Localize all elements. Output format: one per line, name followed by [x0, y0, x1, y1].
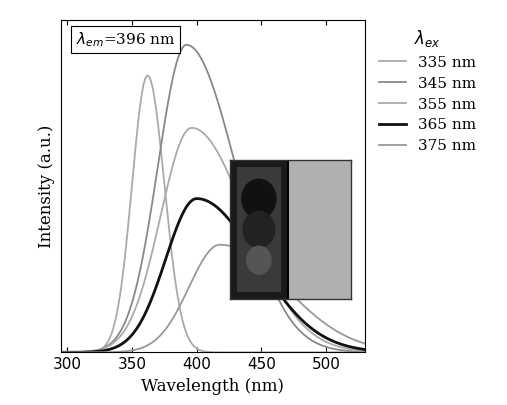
355 nm — [329, 342, 335, 347]
345 nm — [184, 43, 190, 47]
375 nm — [363, 341, 369, 346]
335 nm — [191, 343, 197, 348]
345 nm — [93, 348, 99, 353]
375 nm — [191, 275, 197, 280]
335 nm — [58, 350, 64, 355]
375 nm — [112, 350, 118, 354]
365 nm — [369, 348, 375, 353]
Legend: 335 nm, 345 nm, 355 nm, 365 nm, 375 nm: 335 nm, 345 nm, 355 nm, 365 nm, 375 nm — [379, 28, 477, 153]
375 nm — [177, 303, 183, 308]
355 nm — [112, 339, 118, 344]
Line: 355 nm: 355 nm — [61, 128, 372, 352]
365 nm — [177, 217, 183, 222]
365 nm — [191, 197, 197, 202]
Line: 365 nm: 365 nm — [61, 198, 372, 352]
345 nm — [191, 46, 197, 51]
375 nm — [93, 350, 99, 355]
365 nm — [363, 347, 369, 352]
335 nm — [144, 73, 151, 78]
345 nm — [329, 346, 335, 351]
345 nm — [363, 350, 369, 354]
X-axis label: Wavelength (nm): Wavelength (nm) — [141, 378, 284, 395]
335 nm — [363, 350, 369, 355]
335 nm — [369, 350, 375, 355]
365 nm — [112, 345, 118, 350]
355 nm — [177, 141, 183, 145]
345 nm — [177, 50, 183, 55]
345 nm — [112, 337, 118, 342]
375 nm — [58, 350, 64, 355]
365 nm — [93, 349, 99, 354]
355 nm — [363, 349, 369, 354]
375 nm — [329, 326, 335, 331]
375 nm — [369, 343, 375, 348]
Line: 375 nm: 375 nm — [61, 245, 372, 352]
355 nm — [369, 349, 375, 354]
355 nm — [93, 348, 99, 353]
365 nm — [329, 338, 335, 343]
365 nm — [58, 350, 64, 355]
Line: 345 nm: 345 nm — [61, 45, 372, 352]
335 nm — [177, 307, 183, 312]
355 nm — [189, 126, 195, 130]
345 nm — [58, 350, 64, 355]
335 nm — [93, 349, 99, 354]
Y-axis label: Intensity (a.u.): Intensity (a.u.) — [39, 125, 55, 248]
Text: $\lambda_{em}$=396 nm: $\lambda_{em}$=396 nm — [76, 30, 176, 49]
355 nm — [58, 350, 64, 355]
Line: 335 nm: 335 nm — [61, 76, 372, 352]
335 nm — [329, 350, 335, 355]
335 nm — [112, 320, 118, 325]
365 nm — [194, 196, 200, 201]
355 nm — [191, 126, 197, 130]
375 nm — [217, 242, 223, 247]
345 nm — [369, 350, 375, 354]
